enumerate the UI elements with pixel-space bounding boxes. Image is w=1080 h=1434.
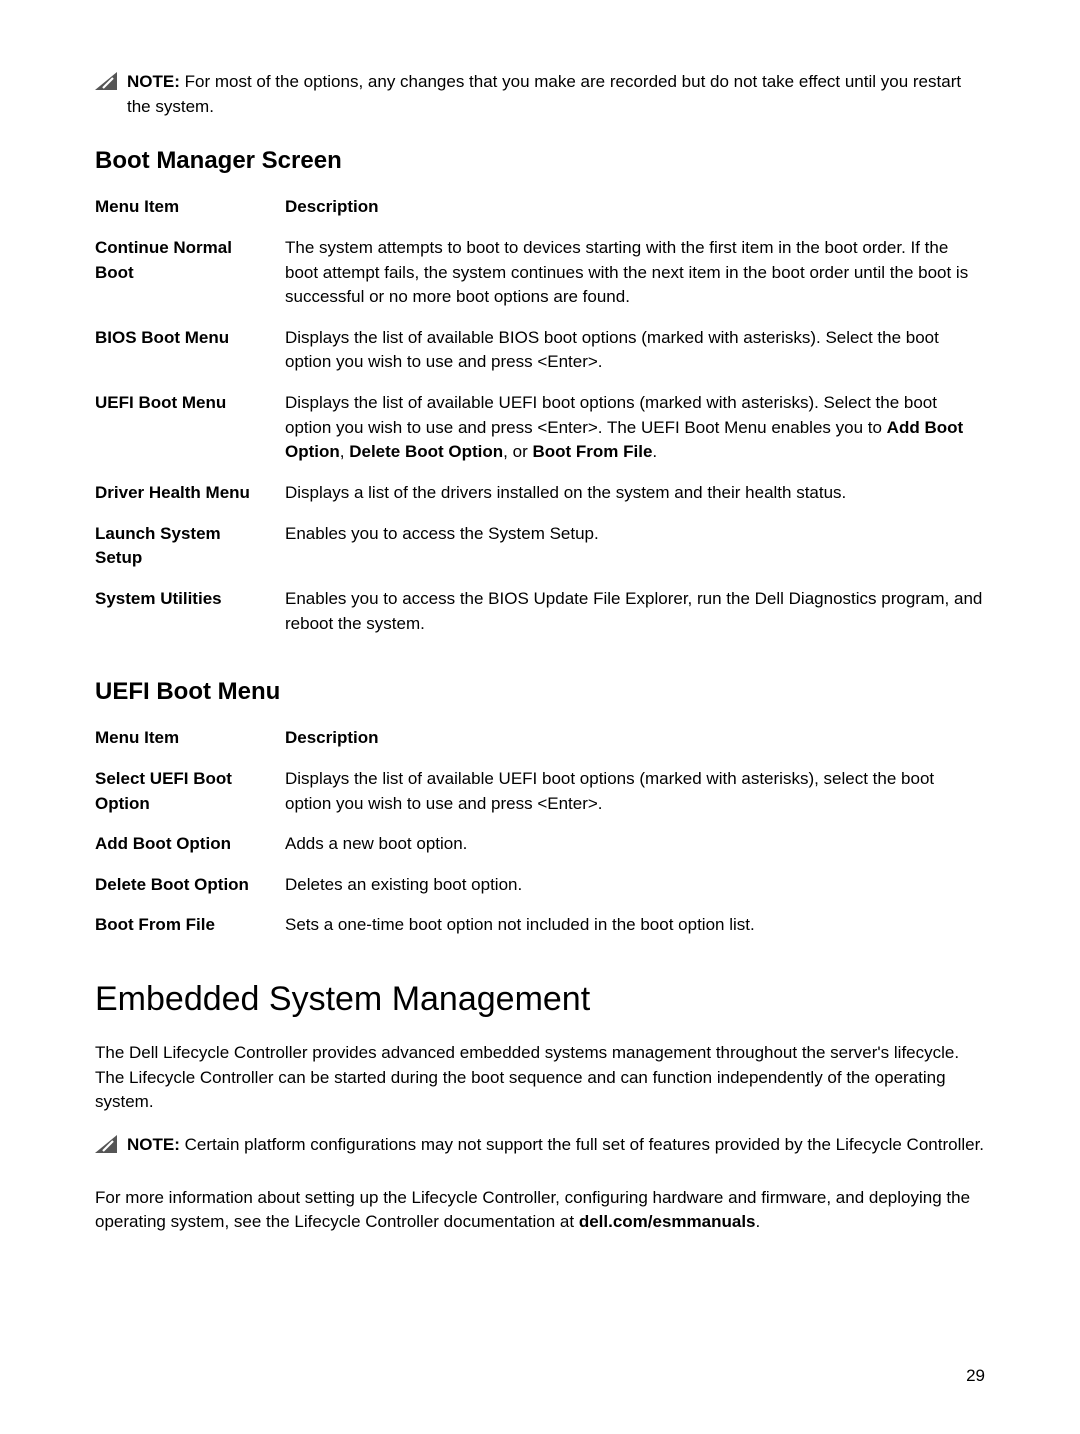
desc-text: , [340, 442, 349, 461]
table-row-desc: Displays a list of the drivers installed… [285, 481, 985, 522]
table-row-term: Delete Boot Option [95, 873, 285, 914]
note-body: Certain platform configurations may not … [185, 1135, 984, 1154]
page-number: 29 [966, 1366, 985, 1386]
table-row-desc: The system attempts to boot to devices s… [285, 236, 985, 326]
note-label: NOTE: [127, 72, 185, 91]
boot-manager-heading: Boot Manager Screen [95, 147, 985, 175]
note-icon [95, 72, 117, 90]
table-row-desc: Displays the list of available UEFI boot… [285, 391, 985, 481]
table-row-desc: Displays the list of available UEFI boot… [285, 767, 985, 832]
note-embedded: NOTE: Certain platform configurations ma… [95, 1133, 985, 1158]
table-row-desc: Displays the list of available BIOS boot… [285, 326, 985, 391]
note-body: For most of the options, any changes tha… [127, 72, 961, 116]
para-text: . [756, 1212, 761, 1231]
table-row-term: Driver Health Menu [95, 481, 285, 522]
table-header-term: Menu Item [95, 195, 285, 236]
table-row-desc: Enables you to access the BIOS Update Fi… [285, 587, 985, 652]
note-text: NOTE: For most of the options, any chang… [127, 70, 985, 119]
table-row-desc: Enables you to access the System Setup. [285, 522, 985, 587]
desc-text: Displays the list of available UEFI boot… [285, 393, 937, 437]
table-row-term: System Utilities [95, 587, 285, 652]
para-bold: dell.com/esmmanuals [579, 1212, 756, 1231]
note-text: NOTE: Certain platform configurations ma… [127, 1133, 984, 1158]
desc-text: , or [503, 442, 532, 461]
table-row-term: Continue Normal Boot [95, 236, 285, 326]
table-header-term: Menu Item [95, 726, 285, 767]
table-row-term: BIOS Boot Menu [95, 326, 285, 391]
table-row-term: Launch System Setup [95, 522, 285, 587]
note-label: NOTE: [127, 1135, 185, 1154]
embedded-heading: Embedded System Management [95, 980, 985, 1019]
desc-bold: Delete Boot Option [349, 442, 503, 461]
embedded-para1: The Dell Lifecycle Controller provides a… [95, 1041, 985, 1115]
table-row-term: Boot From File [95, 913, 285, 954]
note-top: NOTE: For most of the options, any chang… [95, 70, 985, 119]
table-row-desc: Adds a new boot option. [285, 832, 985, 873]
para-text: For more information about setting up th… [95, 1188, 970, 1232]
uefi-menu-table: Menu Item Description Select UEFI Boot O… [95, 726, 985, 954]
table-header-desc: Description [285, 195, 985, 236]
table-row-term: Add Boot Option [95, 832, 285, 873]
table-header-desc: Description [285, 726, 985, 767]
uefi-menu-heading: UEFI Boot Menu [95, 678, 985, 706]
embedded-para2: For more information about setting up th… [95, 1186, 985, 1235]
table-row-desc: Deletes an existing boot option. [285, 873, 985, 914]
table-row-term: Select UEFI Boot Option [95, 767, 285, 832]
desc-bold: Boot From File [532, 442, 652, 461]
boot-manager-table: Menu Item Description Continue Normal Bo… [95, 195, 985, 652]
table-row-desc: Sets a one-time boot option not included… [285, 913, 985, 954]
note-icon [95, 1135, 117, 1153]
desc-text: . [652, 442, 657, 461]
table-row-term: UEFI Boot Menu [95, 391, 285, 481]
